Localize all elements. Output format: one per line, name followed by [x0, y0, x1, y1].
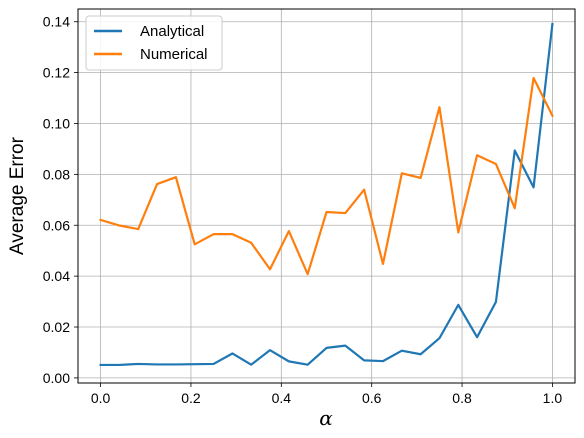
- x-tick-label: 1.0: [543, 390, 563, 406]
- series-lines: [99, 22, 554, 367]
- y-tick-label: 0.14: [43, 14, 70, 30]
- x-tick-label: 0.6: [362, 390, 382, 406]
- y-axis-label: Average Error: [7, 136, 28, 255]
- grid: [78, 9, 575, 383]
- plot-frame: [77, 8, 576, 384]
- series-line-analytical: [99, 22, 554, 367]
- x-axis-label: α: [319, 406, 333, 430]
- y-tick-label: 0.08: [43, 166, 70, 182]
- series-line-numerical: [99, 76, 554, 276]
- legend-box: [85, 15, 223, 71]
- y-tick-label: 0.02: [43, 319, 70, 335]
- x-tick-label: 0.0: [91, 390, 111, 406]
- legend-label-analytical: Analytical: [140, 23, 204, 40]
- y-tick-label: 0.00: [43, 370, 70, 386]
- x-tick-label: 0.8: [452, 390, 472, 406]
- y-tick-label: 0.12: [43, 65, 70, 81]
- x-tick-label: 0.4: [272, 390, 292, 406]
- legend: Analytical Numerical: [85, 15, 223, 71]
- axis-ticks: 0.0 0.2 0.4 0.6 0.8 1.0 0.00 0.02 0.04 0.06 0.08 0.…: [43, 14, 563, 406]
- y-tick-label: 0.06: [43, 217, 70, 233]
- legend-label-numerical: Numerical: [140, 46, 208, 63]
- y-tick-label: 0.10: [43, 115, 70, 131]
- x-tick-label: 0.2: [181, 390, 201, 406]
- y-tick-label: 0.04: [43, 268, 70, 284]
